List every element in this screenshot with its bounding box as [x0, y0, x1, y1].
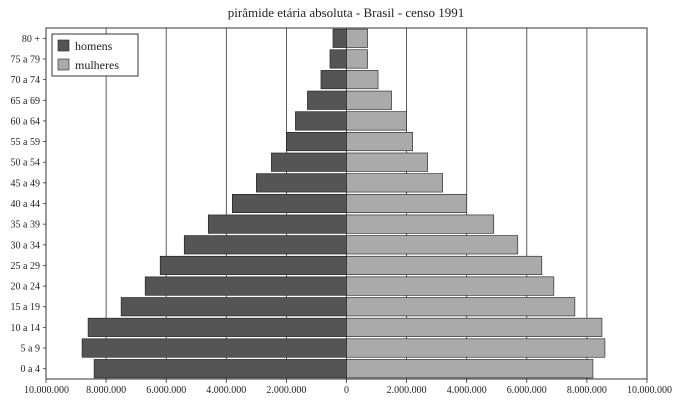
bar-homens-20-a-24 [144, 276, 347, 296]
bar-mulheres-10-a-14 [346, 317, 603, 337]
y-tick-label: 40 a 44 [11, 199, 40, 210]
bar-mulheres-40-a-44 [346, 193, 467, 214]
bar-homens-70-a-74 [320, 70, 347, 90]
y-tick-label: 80 + [22, 34, 41, 45]
bar-mulheres-45-a-49 [346, 173, 443, 193]
bar-mulheres-0-a-4 [346, 359, 594, 379]
bar-mulheres-30-a-34 [346, 235, 519, 255]
bar-mulheres-5-a-9 [346, 338, 606, 358]
bar-mulheres-15-a-19 [346, 297, 576, 317]
bar-mulheres-70-a-74 [346, 70, 379, 90]
y-tick-label: 35 a 39 [11, 220, 40, 231]
y-tick-labels: 0 a 4 5 a 9 10 a 14 15 a 19 20 a 24 25 a 29 30… [11, 34, 46, 375]
x-tick-label: 2.000.000 [266, 385, 306, 396]
bar-homens-80-plus [332, 28, 347, 48]
legend-label-homens: homens [75, 39, 113, 53]
bar-mulheres-20-a-24 [346, 276, 555, 296]
legend-swatch-homens [57, 39, 70, 52]
y-tick-label: 0 a 4 [21, 364, 40, 375]
y-tick-label: 10 a 14 [11, 323, 40, 334]
x-tick-label: 4.000.000 [206, 385, 246, 396]
y-tick-label: 30 a 34 [11, 240, 40, 251]
bar-homens-5-a-9 [81, 338, 347, 358]
bar-homens-35-a-39 [207, 214, 347, 234]
bar-homens-30-a-34 [183, 235, 347, 255]
y-tick-label: 70 a 74 [11, 75, 40, 86]
x-tick-label: 2.000.000 [387, 385, 427, 396]
bar-homens-0-a-4 [93, 359, 347, 379]
legend: homens mulheres [51, 33, 139, 77]
x-tick-label: 4.000.000 [447, 385, 487, 396]
y-tick-label: 5 a 9 [21, 344, 40, 355]
chart-title: pirâmide etária absoluta - Brasil - cens… [228, 5, 464, 20]
x-tick-label: 8.000.000 [567, 385, 607, 396]
legend-swatch-mulheres [57, 58, 70, 71]
y-tick-label: 45 a 49 [11, 178, 40, 189]
x-tick-labels: 10.000.000 8.000.000 6.000.000 4.000.000 2.0… [24, 379, 672, 396]
x-tick-label: 0 [344, 385, 349, 396]
legend-label-mulheres: mulheres [75, 58, 119, 72]
x-tick-label: 8.000.000 [86, 385, 126, 396]
bar-homens-65-a-69 [307, 90, 347, 110]
y-tick-label: 55 a 59 [11, 137, 40, 148]
y-tick-label: 15 a 19 [11, 302, 40, 313]
bar-mulheres-80-plus [346, 28, 368, 48]
y-tick-label: 75 a 79 [11, 54, 40, 65]
y-tick-label: 50 a 54 [11, 158, 40, 169]
bar-mulheres-25-a-29 [346, 255, 543, 275]
bars-layer [81, 28, 606, 379]
x-tick-label: 10.000.000 [24, 385, 69, 396]
x-tick-label: 10.000.000 [627, 385, 672, 396]
bar-homens-25-a-29 [159, 255, 347, 275]
y-tick-label: 20 a 24 [11, 282, 40, 293]
bar-homens-75-a-79 [329, 49, 347, 69]
x-tick-label: 6.000.000 [507, 385, 547, 396]
y-tick-label: 65 a 69 [11, 96, 40, 107]
bar-homens-45-a-49 [256, 173, 347, 193]
bar-mulheres-50-a-54 [346, 152, 428, 172]
bar-homens-15-a-19 [120, 297, 347, 317]
x-tick-label: 6.000.000 [146, 385, 186, 396]
bar-homens-55-a-59 [286, 132, 347, 152]
bar-mulheres-35-a-39 [346, 214, 495, 234]
bar-homens-50-a-54 [271, 152, 347, 172]
bar-mulheres-65-a-69 [346, 90, 392, 110]
y-tick-label: 25 a 29 [11, 261, 40, 272]
y-tick-label: 60 a 64 [11, 116, 40, 127]
bar-homens-10-a-14 [87, 317, 347, 337]
bar-mulheres-75-a-79 [346, 49, 368, 69]
bar-homens-60-a-64 [295, 111, 347, 131]
bar-homens-40-a-44 [232, 193, 347, 214]
bar-mulheres-55-a-59 [346, 132, 413, 152]
bar-mulheres-60-a-64 [346, 111, 407, 131]
